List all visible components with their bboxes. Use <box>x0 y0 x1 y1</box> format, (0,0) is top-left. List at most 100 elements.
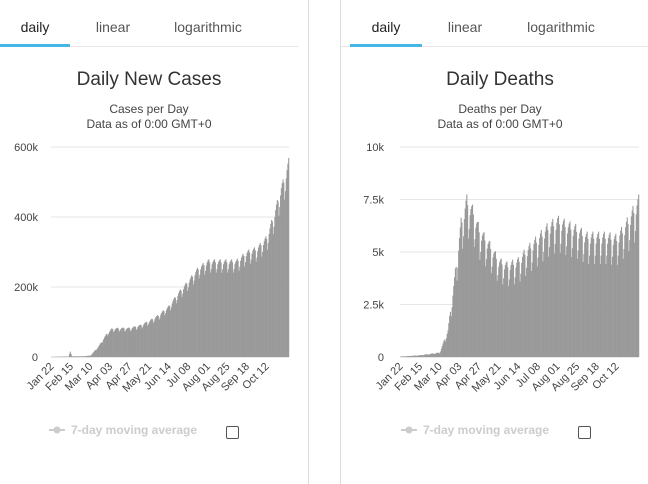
bar <box>121 328 123 357</box>
bar <box>288 157 290 357</box>
bar <box>68 356 70 357</box>
bar <box>530 248 532 357</box>
bar <box>568 223 570 357</box>
tab-linear[interactable]: linear <box>447 19 483 35</box>
bar <box>638 194 640 357</box>
bar <box>593 238 595 357</box>
moving-average-checkbox[interactable] <box>578 426 591 439</box>
bar <box>202 263 204 357</box>
tab-logarithmic[interactable]: logarithmic <box>527 19 595 35</box>
bar <box>129 328 131 357</box>
bar <box>105 334 107 357</box>
bar <box>271 221 273 357</box>
bar <box>460 217 462 357</box>
bar <box>436 352 438 357</box>
bar <box>284 199 286 357</box>
y-tick-label: 600k <box>14 142 38 154</box>
bar <box>429 354 431 357</box>
bar <box>508 279 510 357</box>
bar <box>97 347 99 357</box>
bar <box>536 266 538 357</box>
bar <box>87 355 89 357</box>
bar <box>495 258 497 357</box>
bar <box>132 327 134 357</box>
tab-linear[interactable]: linear <box>95 19 131 35</box>
bar <box>612 245 614 357</box>
bar <box>471 206 473 357</box>
panel-divider-right <box>340 0 341 484</box>
bar <box>588 264 590 357</box>
bar <box>254 250 256 357</box>
bar <box>127 327 129 357</box>
legend-7-day-moving-average[interactable]: 7-day moving average <box>49 423 197 437</box>
bar <box>196 267 198 357</box>
tab-daily[interactable]: daily <box>350 0 422 47</box>
bar <box>587 238 589 357</box>
bar <box>227 269 229 357</box>
bar <box>228 264 230 357</box>
bar <box>209 262 211 357</box>
bar <box>166 308 168 357</box>
bar <box>422 355 424 357</box>
tab-daily[interactable]: daily <box>0 0 70 47</box>
bar <box>584 236 587 357</box>
bar <box>142 326 144 357</box>
bar <box>225 259 227 357</box>
bar <box>616 240 618 357</box>
bar <box>91 353 93 357</box>
bar <box>112 329 114 357</box>
bar <box>480 252 482 357</box>
bar <box>247 250 249 357</box>
bar <box>533 244 535 357</box>
bar <box>156 316 158 357</box>
bar <box>264 238 266 357</box>
bar <box>78 356 80 357</box>
bar <box>571 248 573 357</box>
y-tick-label: 7.5k <box>363 195 384 207</box>
bar <box>103 339 105 357</box>
bar <box>442 343 444 357</box>
bar <box>606 255 608 357</box>
bar <box>455 266 457 357</box>
legend-7-day-moving-average[interactable]: 7-day moving average <box>401 423 549 437</box>
bar <box>469 215 471 357</box>
bar <box>100 342 102 357</box>
bar <box>494 251 496 357</box>
bar <box>107 335 109 357</box>
bar <box>564 227 566 357</box>
bar <box>226 262 228 357</box>
bar <box>133 326 135 357</box>
bar <box>618 242 620 357</box>
bar <box>204 274 206 357</box>
bar <box>500 258 502 357</box>
bar <box>509 269 511 357</box>
bar <box>630 216 632 357</box>
bars <box>400 194 640 358</box>
bar <box>112 332 115 357</box>
bar <box>266 249 269 357</box>
bar <box>278 215 280 357</box>
bar <box>458 250 460 357</box>
bar <box>148 322 150 357</box>
moving-average-checkbox[interactable] <box>226 426 239 439</box>
chart-title: Daily New Cases <box>77 69 222 90</box>
bar <box>544 231 546 357</box>
bar <box>196 269 198 357</box>
daily-new-cases-chart: Daily New Cases Cases per Day Data as of… <box>14 69 290 437</box>
bar <box>269 228 271 357</box>
bar <box>169 305 171 357</box>
bar <box>165 313 167 357</box>
bar <box>598 231 600 357</box>
bar <box>412 355 414 357</box>
bar <box>567 227 569 357</box>
bar <box>207 260 209 357</box>
bar <box>198 278 200 357</box>
tab-logarithmic[interactable]: logarithmic <box>174 19 242 35</box>
bar <box>542 261 544 357</box>
bar <box>79 356 81 357</box>
bar <box>492 257 494 357</box>
legend-marker-icon <box>405 426 413 434</box>
bar <box>484 240 486 357</box>
bar <box>205 270 207 357</box>
bar <box>548 247 551 357</box>
